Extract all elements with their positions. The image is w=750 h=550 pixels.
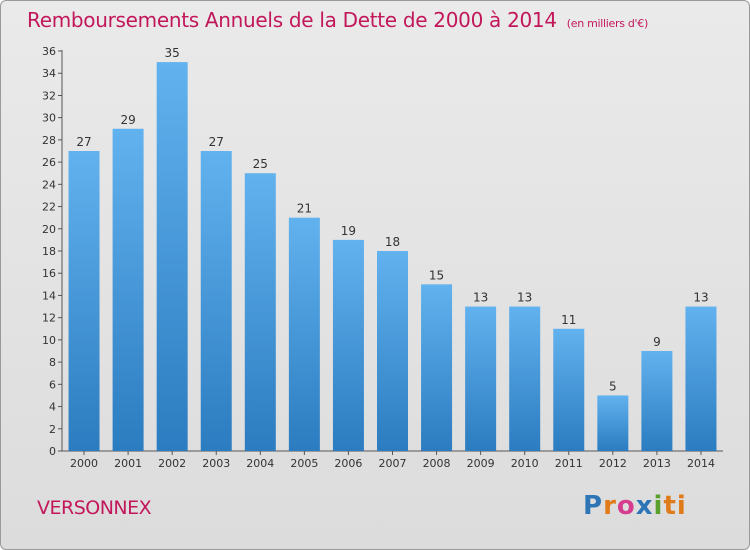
x-tick-label: 2014	[687, 457, 715, 470]
x-tick-label: 2001	[114, 457, 142, 470]
bar	[112, 128, 144, 451]
chart-title-text: Remboursements Annuels de la Dette de 20…	[27, 8, 557, 32]
y-tick-label: 22	[42, 201, 56, 214]
bar	[553, 328, 585, 451]
y-tick-label: 28	[42, 134, 56, 147]
bar	[288, 217, 320, 451]
x-tick-label: 2013	[643, 457, 671, 470]
logo-letter: x	[635, 491, 654, 521]
bar	[68, 151, 100, 451]
y-tick-label: 18	[42, 245, 56, 258]
x-tick-label: 2009	[467, 457, 495, 470]
x-tick-label: 2007	[379, 457, 407, 470]
bar	[685, 306, 717, 451]
x-tick-label: 2008	[423, 457, 451, 470]
y-tick-label: 16	[42, 267, 56, 280]
logo-letter: ti	[663, 491, 687, 521]
proxiti-logo: Proxiti	[583, 491, 687, 521]
bar	[156, 62, 188, 451]
bar	[641, 351, 673, 451]
y-tick-label: 26	[42, 156, 56, 169]
bar-value-label: 35	[165, 46, 180, 60]
y-tick-label: 32	[42, 89, 56, 102]
logo-letter: o	[616, 491, 636, 521]
bar-value-label: 13	[693, 291, 708, 305]
y-tick-label: 10	[42, 334, 56, 347]
y-tick-label: 20	[42, 223, 56, 236]
bar	[465, 306, 497, 451]
place-name: VERSONNEX	[37, 497, 152, 519]
bar-value-label: 13	[517, 291, 532, 305]
bar-value-label: 11	[561, 313, 576, 327]
x-tick-label: 2003	[202, 457, 230, 470]
bar-value-label: 13	[473, 291, 488, 305]
y-tick-label: 12	[42, 312, 56, 325]
logo-letter: P	[583, 491, 604, 521]
x-tick-label: 2002	[158, 457, 186, 470]
bar-value-label: 19	[341, 224, 356, 238]
bar-value-label: 15	[429, 268, 444, 282]
bar-value-label: 25	[253, 157, 268, 171]
x-tick-label: 2012	[599, 457, 627, 470]
bar-value-label: 27	[76, 135, 91, 149]
x-tick-label: 2006	[334, 457, 362, 470]
bar-value-label: 18	[385, 235, 400, 249]
bar-value-label: 29	[120, 113, 135, 127]
chart-title: Remboursements Annuels de la Dette de 20…	[27, 8, 648, 32]
chart-unit: (en milliers d'€)	[566, 17, 648, 30]
y-tick-label: 14	[42, 289, 56, 302]
x-tick-label: 2000	[70, 457, 98, 470]
bar	[509, 306, 541, 451]
x-tick-label: 2011	[555, 457, 583, 470]
y-tick-label: 2	[49, 423, 56, 436]
bar-value-label: 5	[609, 379, 617, 393]
x-tick-label: 2010	[511, 457, 539, 470]
logo-letter: i	[653, 491, 664, 521]
logo-letter: r	[603, 491, 617, 521]
x-tick-label: 2005	[290, 457, 318, 470]
y-tick-label: 8	[49, 356, 56, 369]
y-tick-label: 34	[42, 67, 56, 80]
y-tick-label: 30	[42, 112, 56, 125]
y-tick-label: 24	[42, 178, 56, 191]
bar-value-label: 21	[297, 202, 312, 216]
y-tick-label: 0	[49, 445, 56, 458]
x-tick-label: 2004	[246, 457, 274, 470]
bar	[332, 239, 364, 451]
bar	[244, 173, 276, 451]
bar-value-label: 27	[209, 135, 224, 149]
bar	[421, 284, 453, 451]
y-tick-label: 4	[49, 401, 56, 414]
y-tick-label: 6	[49, 378, 56, 391]
bar	[377, 251, 408, 451]
bar	[200, 151, 232, 451]
y-tick-label: 36	[42, 45, 56, 58]
bar-value-label: 9	[653, 335, 661, 349]
bar	[597, 395, 629, 451]
